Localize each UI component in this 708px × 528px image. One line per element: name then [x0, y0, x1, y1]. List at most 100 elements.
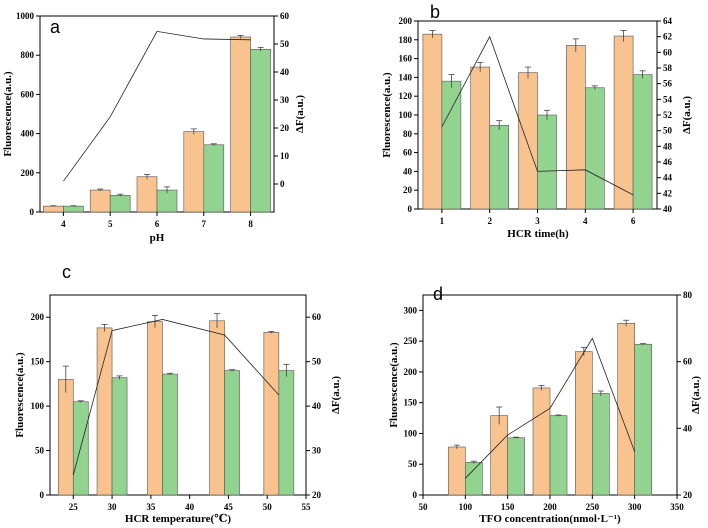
panel-b-y2tick-42: 42 — [663, 188, 673, 198]
panel-c-bar-s2-2 — [162, 373, 178, 496]
panel-b-ytick-20: 20 — [403, 185, 413, 195]
panel-a-y2tick-30: 30 — [280, 95, 290, 105]
panel-b-letter: b — [430, 2, 440, 22]
panel-a-ytick-200: 200 — [21, 168, 35, 178]
panel-a-bar-s2-3 — [203, 144, 225, 213]
panel-d-letter: d — [433, 284, 443, 304]
panel-c-bar-s2-1 — [111, 377, 128, 496]
panel-c-y2tick-60: 60 — [312, 312, 322, 322]
panel-c-delta-line — [72, 319, 280, 476]
panel-d-bar-s2-1 — [507, 437, 525, 496]
panel-b-y-ticks: 0 20 40 60 80 100 120 140 160 180 200 — [399, 16, 418, 214]
panel-b-ylabel: Fluorescence(a.u.) — [381, 72, 393, 158]
panel-d-bar-s1-3 — [575, 351, 593, 496]
panel-c-ytick-100: 100 — [31, 401, 45, 411]
panel-b-bar-s2-0 — [441, 80, 462, 210]
panel-b-y2label: ΔF(a.u.) — [681, 96, 693, 134]
panel-c-x-ticks: 25 30 35 40 45 50 55 — [69, 495, 311, 512]
panel-d-y-ticks: 0 50 100 150 200 250 300 — [404, 305, 423, 500]
panel-c-xtick-55: 55 — [302, 502, 312, 512]
panel-c-y2-ticks: 20 30 40 50 60 — [306, 312, 322, 500]
panel-d-bar-s1-1 — [490, 415, 508, 496]
panel-d-ytick-300: 300 — [404, 305, 418, 315]
panel-b-bar-s1-3 — [565, 45, 586, 210]
panel-d-bar-s2-4 — [634, 343, 652, 496]
panel-c-y2tick-20: 20 — [312, 490, 322, 500]
panel-c-bar-s1-0 — [57, 379, 74, 496]
panel-a-ytick-0: 0 — [30, 207, 35, 217]
panel-c-y2label: ΔF(a.u.) — [330, 376, 342, 414]
panel-a-xtick-8: 8 — [248, 219, 253, 229]
panel-b-ytick-100: 100 — [399, 110, 413, 120]
panel-b-ytick-120: 120 — [399, 91, 413, 101]
panel-d-bar-s2-2 — [549, 415, 568, 496]
panel-b-y2tick-56: 56 — [663, 79, 673, 89]
panel-d-ylabel: Fluorescence(a.u.) — [388, 342, 400, 428]
panel-c-bar-s1-1 — [96, 327, 113, 496]
panel-b-error-bars — [429, 29, 646, 131]
panel-b-bar-s2-2 — [537, 114, 557, 210]
panel-b-bar-s1-0 — [422, 33, 443, 210]
panel-c-letter: c — [62, 262, 71, 282]
panel-c-ylabel: Fluorescence(a.u.) — [14, 352, 26, 438]
panel-d-ytick-0: 0 — [413, 490, 418, 500]
panel-d-bar-s1-4 — [617, 323, 635, 496]
panel-b-y2tick-48: 48 — [663, 141, 673, 151]
panel-b-ytick-60: 60 — [403, 148, 413, 158]
panel-c-bar-s2-3 — [224, 370, 240, 496]
panel-c-ytick-50: 50 — [35, 446, 45, 456]
panel-d-ytick-150: 150 — [404, 398, 418, 408]
panel-c-ytick-150: 150 — [31, 357, 45, 367]
panel-a-bar-s2-2 — [156, 189, 178, 213]
panel-c-error-bars — [62, 313, 290, 403]
panel-a-ytick-800: 800 — [21, 50, 35, 60]
panel-d-xtick-150: 150 — [501, 502, 515, 512]
panel-d-ytick-200: 200 — [404, 367, 418, 377]
panel-a-y-ticks: 0 200 400 600 800 1000 — [16, 11, 40, 217]
panel-a-bar-s2-0 — [63, 205, 84, 213]
panel-b-y2tick-60: 60 — [663, 47, 673, 57]
panel-a-x-ticks: 4 5 6 7 8 — [61, 212, 253, 229]
panel-b-ytick-180: 180 — [399, 35, 413, 45]
panel-b-y2tick-44: 44 — [663, 173, 673, 183]
panel-d-ytick-50: 50 — [408, 459, 418, 469]
panel-b-y2tick-50: 50 — [663, 126, 673, 136]
panel-c-bar-s1-2 — [147, 321, 163, 496]
panel-b-y2tick-46: 46 — [663, 157, 673, 167]
panel-a-xtick-7: 7 — [202, 219, 207, 229]
panel-a-xlabel: pH — [150, 232, 165, 244]
panel-b-bar-s2-3 — [584, 87, 605, 210]
panel-b-ytick-160: 160 — [399, 54, 413, 64]
panel-c-bar-s1-3 — [209, 320, 225, 496]
panel-a-ylabel: Fluorescence(a.u.) — [2, 71, 14, 157]
panel-c-bars — [57, 320, 295, 496]
panel-b-ytick-0: 0 — [408, 204, 413, 214]
panel-c-xtick-25: 25 — [69, 502, 79, 512]
panel-b-y2-ticks: 40 42 44 46 48 50 52 54 56 58 60 62 64 — [657, 16, 673, 214]
panel-d-bar-s1-0 — [448, 446, 466, 496]
panel-c-bar-s2-4 — [278, 370, 295, 496]
panel-a-ytick-1000: 1000 — [16, 11, 35, 21]
panel-a-y2-ticks: 0 10 20 30 40 50 60 — [274, 11, 290, 189]
panel-d-ytick-100: 100 — [404, 428, 418, 438]
panel-a-y2tick-0: 0 — [280, 179, 285, 189]
panel-b-bar-s1-1 — [470, 66, 491, 210]
panel-c-xtick-30: 30 — [108, 502, 118, 512]
panel-d-x-ticks: 50 100 150 200 250 300 350 — [419, 495, 684, 512]
panel-c: c 0 50 100 150 200 20 30 40 50 60 25 30 35 40 45 50 55… — [14, 262, 342, 525]
panel-c-xtick-35: 35 — [146, 502, 156, 512]
panel-d-xtick-300: 300 — [628, 502, 642, 512]
panel-a-ytick-400: 400 — [21, 129, 35, 139]
panel-a-bars — [43, 36, 271, 213]
panel-b-bar-s2-4 — [632, 74, 653, 210]
panel-c-y-ticks: 0 50 100 150 200 — [31, 312, 50, 500]
panel-d-xlabel: TFO concentration(nmol·L⁻¹) — [479, 513, 621, 525]
panel-c-ytick-200: 200 — [31, 312, 45, 322]
panel-b-ytick-40: 40 — [403, 166, 413, 176]
panel-a-xtick-6: 6 — [155, 219, 160, 229]
panel-b-y2tick-64: 64 — [663, 16, 673, 26]
panel-b-bar-s1-2 — [518, 72, 538, 210]
